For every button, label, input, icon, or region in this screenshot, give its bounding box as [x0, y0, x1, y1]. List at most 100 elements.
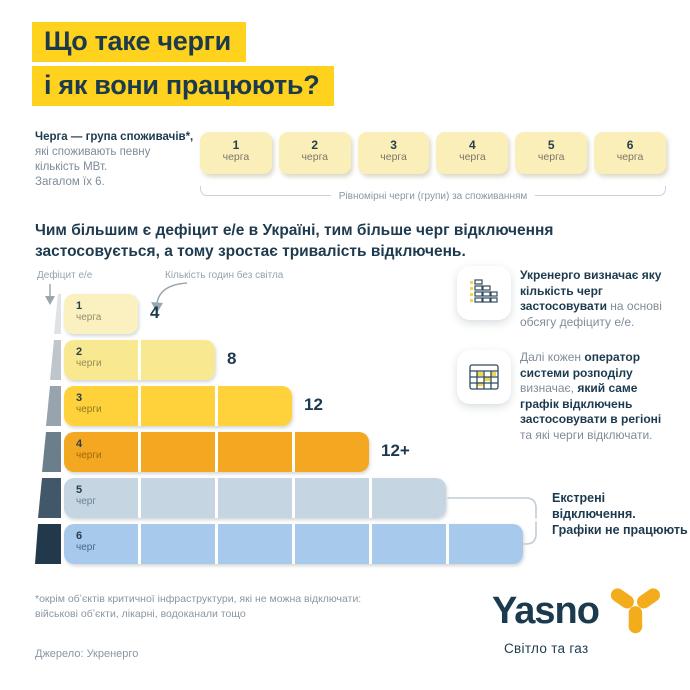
- hours-axis-label: Кількість годин без світла: [165, 270, 284, 281]
- deficit-wedge-segment: [35, 524, 61, 564]
- card-text-bold: оператор системи розподілу: [520, 350, 641, 380]
- card-text-regular: та які черги відключати.: [520, 427, 653, 442]
- bar-label: 2 черги: [76, 346, 102, 370]
- bar-queue-word: черга: [76, 312, 102, 323]
- queue-bar-row-3: 3 черги 12: [35, 386, 675, 426]
- hours-value: 12+: [381, 441, 410, 460]
- queue-bar-row-1: 1 черга 4: [35, 294, 675, 334]
- bar-queue-number: 3: [76, 392, 83, 404]
- queue-box-1: 1 черга: [200, 132, 272, 174]
- bar-label: 4 черги: [76, 438, 102, 462]
- queue-number: 4: [469, 138, 476, 152]
- definition-bold: Черга — група споживачів*,: [35, 131, 194, 143]
- bracket-line-left: [200, 186, 331, 196]
- bar-queue-word: черг: [76, 542, 96, 553]
- yasno-logo-text: Yasno: [492, 589, 600, 632]
- operator-card-text: Далі кожен оператор системи розподілу ви…: [520, 350, 664, 443]
- ukrenergo-card-text: Укренерго визначає яку кількість черг за…: [520, 268, 664, 330]
- bar-label: 6 черг: [76, 530, 96, 554]
- definition-total: Загалом їх 6.: [35, 176, 105, 188]
- bar-queue-word: черги: [76, 404, 102, 415]
- bar-queue-number: 6: [76, 530, 83, 542]
- ukrenergo-card-icon: [457, 266, 511, 320]
- queues-bracket: Рівномірні черги (групи) за споживанням: [200, 186, 667, 202]
- bar-queue-number: 2: [76, 346, 83, 358]
- queue-bar: [64, 294, 138, 334]
- queue-box-6: 6 черга: [594, 132, 666, 174]
- card-text-regular: на основі обсягу дефіциту е/е.: [520, 299, 662, 329]
- queue-boxes: 1 черга 2 черга 3 черга 4 черга 5 черга …: [200, 132, 666, 174]
- queue-number: 5: [547, 138, 555, 152]
- bar-queue-word: черги: [76, 358, 102, 369]
- hours-value: 12: [304, 395, 323, 414]
- page-title-line1: Що таке черги: [32, 22, 246, 62]
- queue-word: черга: [380, 151, 407, 163]
- queue-bar-row-6: 6 черг: [35, 524, 675, 564]
- emergency-note-line1: Екстрені відключення.: [552, 491, 636, 521]
- queue-bar-row-4: 4 черги 12+: [35, 432, 675, 472]
- deficit-wedge-segment: [38, 478, 61, 518]
- page-title: Що таке черги і як вони працюють?: [32, 22, 335, 110]
- bar-label: 5 черг: [76, 484, 96, 508]
- queue-bar-row-2: 2 черги 8: [35, 340, 675, 380]
- bar-queue-number: 4: [76, 438, 83, 450]
- bar-queue-number: 5: [76, 484, 83, 496]
- footnote-line1: *окрім обʼєктів критичної інфраструктури…: [35, 593, 362, 605]
- queue-word: черга: [301, 151, 329, 163]
- queue-bar: [64, 478, 446, 518]
- queue-bar: [64, 340, 215, 380]
- queue-number: 1: [232, 138, 240, 152]
- emergency-note: Екстрені відключення. Графіки не працюют…: [552, 490, 690, 538]
- bracket-label: Рівномірні черги (групи) за споживанням: [338, 191, 528, 202]
- queue-box-4: 4 черга: [436, 132, 509, 174]
- operator-card-icon: [457, 350, 511, 404]
- yasno-logo: Yasno Світло та газ: [492, 582, 677, 656]
- queue-number: 6: [626, 138, 634, 152]
- queue-word: черга: [537, 151, 565, 163]
- definition-rest: які споживають певну кількість МВт.: [35, 146, 151, 173]
- bar-chart-icon: [470, 279, 498, 303]
- deficit-wedge-segment: [54, 294, 61, 334]
- deficit-wedge-segment: [46, 386, 61, 426]
- queue-bar: [64, 432, 369, 472]
- bar-label: 1 черга: [76, 300, 101, 324]
- bar-queue-word: черги: [76, 450, 102, 461]
- bar-rows: 1 черга 4 2 черги 8 3 черги: [35, 294, 675, 570]
- key-statement: Чим більшим є дефіцит е/е в Україні, тим…: [35, 222, 554, 260]
- queue-word: черга: [222, 151, 250, 163]
- bar-queue-number: 1: [76, 300, 83, 312]
- queue-bar: [64, 524, 523, 564]
- deficit-axis-label: Дефіцит е/е: [37, 270, 93, 281]
- queue-word: черга: [459, 151, 486, 163]
- emergency-bracket-icon: [447, 497, 537, 545]
- card-text-bold: Укренерго визначає яку кількість черг за…: [520, 268, 662, 313]
- queue-box-2: 2 черга: [278, 132, 351, 174]
- queue-word: черга: [616, 151, 644, 163]
- queue-box-5: 5 черга: [515, 132, 588, 174]
- queue-definition: Черга — група споживачів*, які споживают…: [35, 130, 197, 190]
- card-text-bold: який саме графік відключень застосовуват…: [520, 381, 662, 426]
- footnote-line2: військові обʼєкти, лікарні, водоканали т…: [35, 608, 246, 620]
- elbow-arrow-icon: [151, 282, 188, 313]
- queues-bar-chart: Дефіцит е/е Кількість годин без світла 1…: [35, 270, 675, 570]
- queue-bar-row-5: 5 черг: [35, 478, 675, 518]
- bar-queue-word: черг: [76, 496, 96, 507]
- logo-tagline: Світло та газ: [504, 641, 589, 656]
- down-arrow-icon: [45, 284, 55, 305]
- queue-number: 2: [311, 138, 319, 152]
- deficit-wedge-segment: [42, 432, 61, 472]
- deficit-wedge-segment: [50, 340, 61, 380]
- bracket-line-right: [535, 186, 667, 196]
- bar-label: 3 черги: [76, 392, 102, 416]
- card-text-regular: Далі кожен: [520, 350, 585, 364]
- yasno-y-icon: [610, 588, 660, 634]
- source-label: Джерело: Укренерго: [35, 648, 139, 660]
- hours-value: 4: [150, 303, 160, 322]
- footnote: *окрім обʼєктів критичної інфраструктури…: [35, 592, 455, 622]
- card-text-regular: визначає,: [520, 381, 578, 395]
- queue-bar: [64, 386, 292, 426]
- emergency-note-line2: Графіки не працюють: [552, 523, 688, 537]
- queue-box-3: 3 черга: [357, 132, 430, 174]
- page-title-line2: і як вони працюють?: [32, 66, 335, 106]
